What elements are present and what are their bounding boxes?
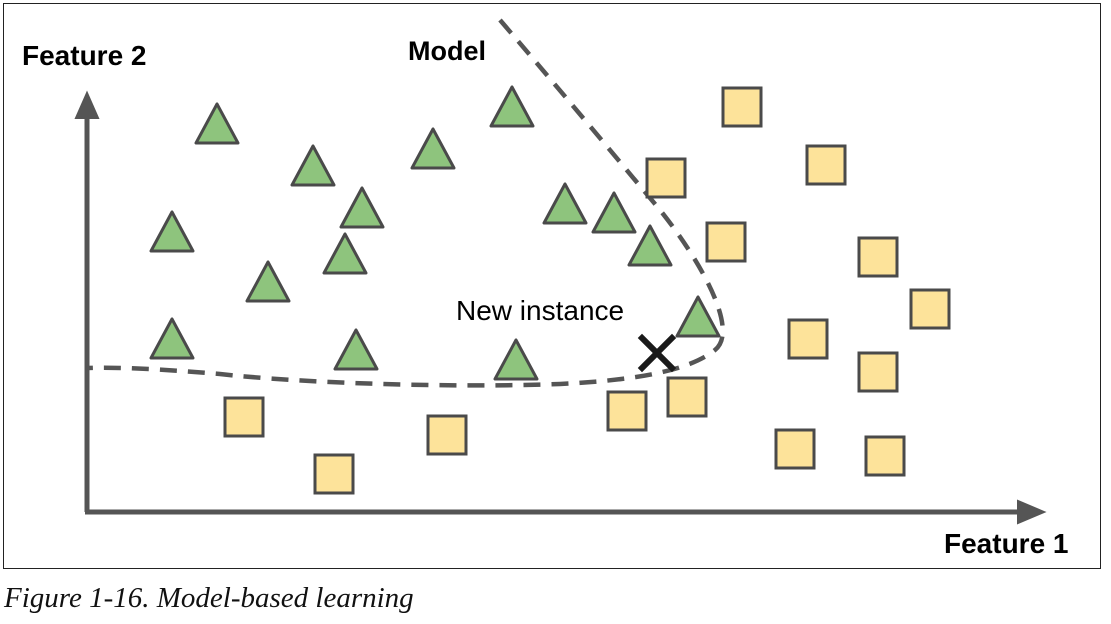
yellow-square-icon <box>787 318 829 360</box>
green-triangle-icon <box>542 182 588 225</box>
model-boundary-curve <box>86 18 725 388</box>
yellow-square-icon <box>909 288 951 330</box>
green-triangle-icon <box>627 224 673 267</box>
yellow-square-icon <box>705 221 747 263</box>
yellow-square-icon <box>721 86 763 128</box>
yellow-square-icon <box>645 157 687 199</box>
yellow-square-icon <box>774 428 816 470</box>
figure-frame <box>3 3 1101 569</box>
y-axis-title: Feature 2 <box>22 40 147 71</box>
green-triangle-icon <box>489 85 535 128</box>
model-label: Model <box>408 36 486 66</box>
green-triangle-icon <box>591 191 637 234</box>
triangle-markers <box>149 85 721 381</box>
green-triangle-icon <box>493 338 539 381</box>
new-instance-label: New instance <box>456 295 624 326</box>
green-triangle-icon <box>245 260 291 303</box>
axes <box>74 90 1047 525</box>
green-triangle-icon <box>194 102 240 145</box>
yellow-square-icon <box>426 414 468 456</box>
green-triangle-icon <box>339 186 385 229</box>
cross-x-icon <box>637 333 677 373</box>
green-triangle-icon <box>410 127 456 170</box>
green-triangle-icon <box>290 144 336 187</box>
yellow-square-icon <box>805 144 847 186</box>
yellow-square-icon <box>313 453 355 495</box>
yellow-square-icon <box>864 435 906 477</box>
green-triangle-icon <box>322 232 368 275</box>
figure-caption: Figure 1-16. Model-based learning <box>4 582 414 614</box>
yellow-square-icon <box>666 376 708 418</box>
green-triangle-icon <box>149 317 195 360</box>
y-axis-arrowhead <box>74 90 100 119</box>
yellow-square-icon <box>606 390 648 432</box>
green-triangle-icon <box>149 210 195 253</box>
yellow-square-icon <box>857 351 899 393</box>
x-axis-title: Feature 1 <box>944 528 1069 559</box>
yellow-square-icon <box>223 396 265 438</box>
square-markers <box>223 86 951 495</box>
green-triangle-icon <box>333 328 379 371</box>
green-triangle-icon <box>675 295 721 338</box>
x-axis-arrowhead <box>1017 499 1047 525</box>
yellow-square-icon <box>857 236 899 278</box>
